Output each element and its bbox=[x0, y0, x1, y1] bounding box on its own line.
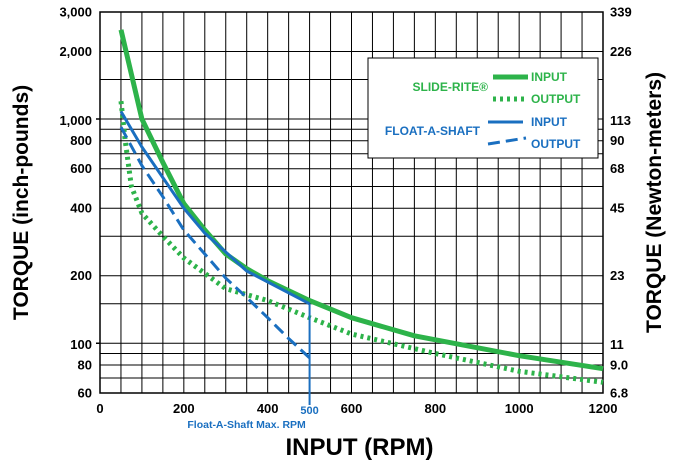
y-tick-label-left: 3,000 bbox=[59, 5, 92, 20]
series-line bbox=[119, 110, 311, 306]
y-tick-label-right: 23 bbox=[610, 268, 624, 283]
y-tick-label-right: 45 bbox=[610, 201, 624, 216]
y-tick-label-right: 68 bbox=[610, 161, 624, 176]
y-tick-label-left: 80 bbox=[78, 357, 92, 372]
y-tick-label-left: 100 bbox=[70, 337, 92, 352]
x-tick-label: 1200 bbox=[589, 401, 618, 416]
x-tick-label: 0 bbox=[96, 401, 103, 416]
y-axis-title-left: TORQUE (inch-pounds) bbox=[10, 85, 33, 320]
y-tick-label-left: 60 bbox=[78, 386, 92, 401]
max-rpm-value: 500 bbox=[300, 405, 318, 417]
y-tick-label-left: 2,000 bbox=[59, 44, 92, 59]
y-tick-label-right: 6.8 bbox=[610, 386, 628, 401]
legend-group-label: SLIDE-RITE® bbox=[412, 80, 488, 94]
legend-entry-label: INPUT bbox=[531, 115, 568, 129]
max-rpm-caption: Float-A-Shaft Max. RPM bbox=[187, 419, 306, 431]
series-line bbox=[118, 100, 604, 385]
y-tick-label-right: 9.0 bbox=[610, 357, 628, 372]
legend-swatch bbox=[487, 136, 527, 146]
y-tick-label-left: 400 bbox=[70, 201, 92, 216]
y-axis-title-right: TORQUE (Newton-meters) bbox=[643, 72, 666, 333]
legend-group-label: FLOAT-A-SHAFT bbox=[385, 124, 481, 138]
x-tick-label: 1000 bbox=[505, 401, 534, 416]
annotation-layer: 500 Float-A-Shaft Max. RPM bbox=[187, 303, 319, 431]
x-tick-label: 600 bbox=[341, 401, 363, 416]
y-tick-label-left: 800 bbox=[70, 133, 92, 148]
series-line bbox=[118, 29, 604, 372]
y-tick-label-right: 339 bbox=[610, 5, 632, 20]
legend: SLIDE-RITE® INPUT OUTPUT FLOAT-A-SHAFT INPUT… bbox=[367, 57, 599, 159]
y-tick-label-left: 600 bbox=[70, 161, 92, 176]
x-axis-title: INPUT (RPM) bbox=[286, 434, 434, 461]
tick-labels: 0 200 400 600 800 1000 1200 60 80 100 200 400 600 800… bbox=[59, 5, 631, 417]
x-tick-label: 800 bbox=[424, 401, 446, 416]
x-tick-label: 200 bbox=[173, 401, 195, 416]
x-tick-label: 400 bbox=[257, 401, 279, 416]
legend-entry-label: OUTPUT bbox=[531, 137, 581, 151]
y-tick-label-right: 11 bbox=[610, 337, 624, 352]
legend-entry-label: OUTPUT bbox=[531, 92, 581, 106]
series-layer bbox=[118, 29, 604, 385]
series-line bbox=[119, 126, 311, 360]
y-tick-label-right: 90 bbox=[610, 133, 624, 148]
legend-entry-label: INPUT bbox=[531, 70, 568, 84]
legend-box bbox=[367, 57, 599, 159]
y-tick-label-right: 226 bbox=[610, 44, 632, 59]
plot-frame bbox=[99, 11, 604, 394]
y-tick-label-left: 1,000 bbox=[59, 113, 92, 128]
y-tick-label-left: 200 bbox=[70, 268, 92, 283]
y-tick-label-right: 113 bbox=[610, 113, 631, 128]
